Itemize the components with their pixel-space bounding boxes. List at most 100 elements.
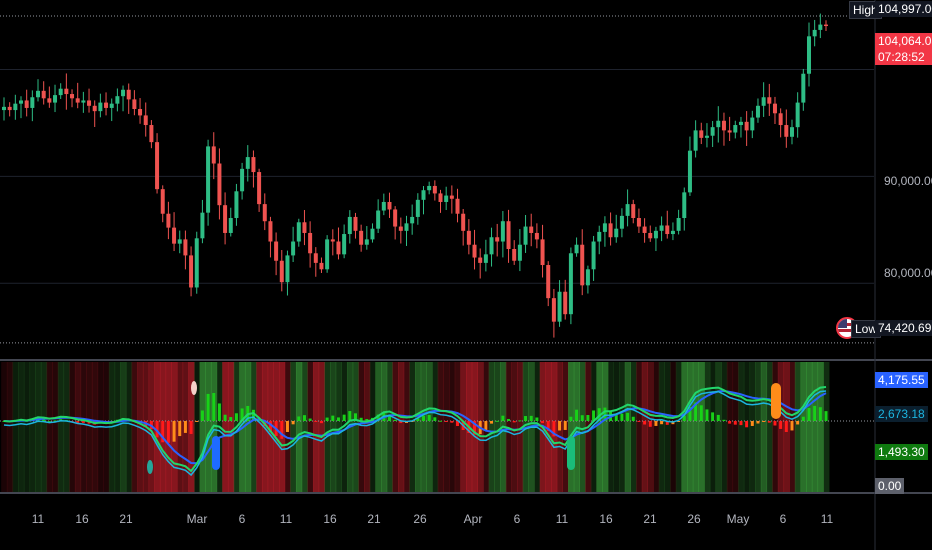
candle xyxy=(115,96,120,104)
regime-band xyxy=(823,362,830,492)
histogram-bar xyxy=(422,415,426,421)
regime-band xyxy=(766,362,773,492)
candle xyxy=(251,157,256,173)
histogram-bar xyxy=(47,420,51,422)
regime-band xyxy=(375,362,382,492)
indicator-markers xyxy=(147,381,781,474)
histogram-bar xyxy=(331,415,335,421)
histogram-bar xyxy=(535,417,539,421)
candle xyxy=(653,230,658,239)
candle xyxy=(614,228,619,238)
fast-line xyxy=(3,386,827,473)
histogram-bar xyxy=(178,421,182,437)
low-value-label: 74,420.69 xyxy=(875,320,932,336)
regime-band xyxy=(23,362,31,492)
candle xyxy=(98,102,103,112)
regime-band xyxy=(692,362,700,492)
candle xyxy=(58,88,63,96)
dot-marker xyxy=(191,381,197,395)
histogram-bar xyxy=(626,412,630,421)
histogram-bar xyxy=(660,421,664,425)
candle xyxy=(682,192,687,219)
candle xyxy=(676,218,681,231)
candle xyxy=(665,225,670,235)
regime-band xyxy=(806,362,813,492)
regime-band xyxy=(318,362,325,492)
candle xyxy=(466,230,471,245)
x-tick: 21 xyxy=(367,512,381,526)
regime-band xyxy=(449,362,456,492)
regime-band xyxy=(244,362,252,492)
candle xyxy=(359,230,364,245)
regime-band xyxy=(687,362,694,492)
candle xyxy=(336,241,341,255)
x-tick: 11 xyxy=(31,512,45,526)
histogram-bar xyxy=(801,416,805,421)
regime-band xyxy=(517,362,524,492)
histogram-bar xyxy=(251,409,255,421)
candle xyxy=(126,89,131,100)
histogram-bar xyxy=(563,421,567,430)
candle xyxy=(177,239,182,244)
histogram-bar xyxy=(722,419,726,421)
histogram-bar xyxy=(308,418,312,421)
histogram-bar xyxy=(450,421,454,423)
candle xyxy=(540,239,545,266)
histogram-bar xyxy=(824,411,828,421)
histogram-bar xyxy=(592,410,596,421)
candle xyxy=(806,36,811,74)
candle xyxy=(155,142,160,190)
indicator-level-2: 2,673.18 xyxy=(875,406,928,422)
x-tick: 21 xyxy=(643,512,657,526)
candle xyxy=(500,221,505,242)
candle xyxy=(506,221,511,249)
candle xyxy=(523,226,528,245)
candle xyxy=(489,237,494,255)
regime-band xyxy=(732,362,739,492)
low-label: Low xyxy=(851,320,882,338)
regime-band xyxy=(403,362,410,492)
histogram-bar xyxy=(456,421,460,427)
candle xyxy=(285,255,290,283)
candle xyxy=(132,99,137,110)
regime-band xyxy=(12,362,19,492)
indicator-pane[interactable] xyxy=(0,362,874,492)
candle xyxy=(370,228,375,240)
regime-band xyxy=(329,362,337,492)
histogram-bar xyxy=(484,421,488,431)
histogram-bar xyxy=(365,419,369,421)
candle xyxy=(92,105,97,112)
x-tick: 16 xyxy=(323,512,337,526)
candle xyxy=(733,125,738,133)
candle xyxy=(478,257,483,263)
regime-band xyxy=(454,362,461,492)
candle xyxy=(81,100,86,103)
regime-band xyxy=(420,362,427,492)
candle xyxy=(291,241,296,256)
histogram-bar xyxy=(348,411,352,421)
candle xyxy=(795,102,800,128)
candle xyxy=(750,117,755,131)
candle xyxy=(557,291,562,322)
candle xyxy=(444,195,449,202)
regime-band xyxy=(57,362,65,492)
regime-band xyxy=(794,362,802,492)
regime-band xyxy=(40,362,48,492)
regime-band xyxy=(409,362,416,492)
regime-band xyxy=(363,362,371,492)
candle xyxy=(472,244,477,258)
candle xyxy=(36,90,41,98)
regime-band xyxy=(613,362,620,492)
x-tick: 26 xyxy=(413,512,427,526)
candle xyxy=(347,216,352,235)
x-tick: 11 xyxy=(555,512,569,526)
regime-band xyxy=(641,362,649,492)
histogram-bar xyxy=(546,421,550,431)
histogram-bar xyxy=(745,421,749,428)
candle xyxy=(642,226,647,233)
x-tick: 6 xyxy=(779,512,787,526)
histogram-bar xyxy=(524,416,528,421)
regime-band xyxy=(675,362,683,492)
candle xyxy=(313,253,318,263)
